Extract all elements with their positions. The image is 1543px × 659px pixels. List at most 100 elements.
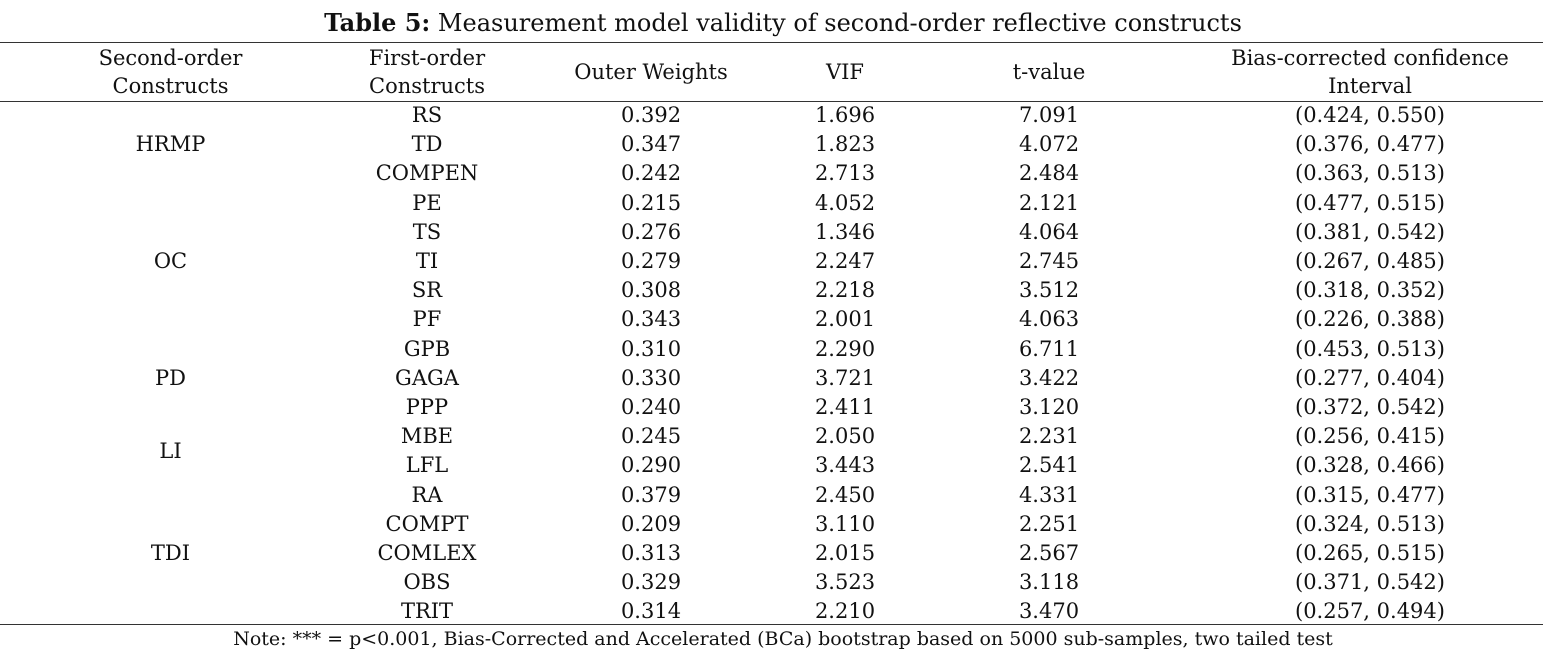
t-value-cell: 4.063 [1018,307,1080,332]
header-second-order: Second-order Constructs [0,43,341,101]
table-row: LFL 0.290 3.443 2.541 (0.328, 0.466) [0,451,1543,480]
ci-cell: (0.315, 0.477) [1295,482,1445,507]
ci-cell: (0.256, 0.415) [1295,424,1445,449]
vif-cell: 2.218 [814,278,876,303]
ci-cell: (0.226, 0.388) [1295,307,1445,332]
table-row: PD GPB 0.310 2.290 6.711 (0.453, 0.513) [0,335,1543,390]
ci-cell: (0.424, 0.550) [1295,103,1445,127]
table-row: GAGA 0.330 3.721 3.422 (0.277, 0.404) [0,364,1543,393]
first-order-cell: GPB [403,336,451,361]
vif-cell: 2.210 [814,599,876,624]
outer-weight-cell: 0.308 [620,278,682,303]
vif-cell: 2.450 [814,482,876,507]
table-row: COMLEX 0.313 2.015 2.567 (0.265, 0.515) [0,539,1543,568]
group-label: HRMP [135,132,206,157]
ci-cell: (0.324, 0.513) [1295,511,1445,536]
ci-cell: (0.267, 0.485) [1295,249,1445,274]
outer-weight-cell: 0.347 [620,132,682,157]
vif-cell: 2.411 [814,395,876,420]
outer-weight-cell: 0.279 [620,249,682,274]
outer-weight-cell: 0.310 [620,336,682,361]
header-first-order-line2: Constructs [369,74,485,98]
t-value-cell: 2.484 [1018,161,1080,186]
vif-cell: 4.052 [814,190,876,215]
outer-weight-cell: 0.379 [620,482,682,507]
vif-cell: 2.050 [814,424,876,449]
header-t-value: t-value [1012,60,1086,84]
outer-weight-cell: 0.314 [620,599,682,624]
first-order-cell: PE [412,190,442,215]
table-row: OC PE 0.215 4.052 2.121 (0.477, 0.515) [0,189,1543,273]
first-order-cell: OBS [403,570,451,595]
first-order-cell: COMPEN [375,161,479,186]
t-value-cell: 2.121 [1018,190,1080,215]
first-order-cell: PF [412,307,442,332]
t-value-cell: 3.118 [1018,570,1080,595]
ci-cell: (0.453, 0.513) [1295,336,1445,361]
header-outer-weights: Outer Weights [574,60,728,84]
group-label: LI [159,438,182,463]
first-order-cell: TI [415,249,439,274]
vif-cell: 3.110 [814,511,876,536]
outer-weight-cell: 0.343 [620,307,682,332]
first-order-cell: RS [411,103,443,127]
first-order-cell: COMPT [385,511,469,536]
first-order-cell: COMLEX [377,541,477,566]
table-bottom-rule [0,624,1543,625]
measurement-table: Second-order Constructs First-order Cons… [0,43,1543,627]
outer-weight-cell: 0.329 [620,570,682,595]
table-row: COMPT 0.209 3.110 2.251 (0.324, 0.513) [0,510,1543,539]
group-label: PD [155,365,186,390]
table-row: OBS 0.329 3.523 3.118 (0.371, 0.542) [0,568,1543,597]
ci-cell: (0.376, 0.477) [1295,132,1445,157]
ci-cell: (0.363, 0.513) [1295,161,1445,186]
t-value-cell: 2.541 [1018,453,1080,478]
outer-weight-cell: 0.290 [620,453,682,478]
table-row: TRIT 0.314 2.210 3.470 (0.257, 0.494) [0,597,1543,626]
table-row: HRMP RS 0.392 1.696 7.091 (0.424, 0.550) [0,101,1543,156]
table-row: LI MBE 0.245 2.050 2.231 (0.256, 0.415) [0,422,1543,463]
group-label: TDI [150,541,191,566]
t-value-cell: 3.422 [1018,365,1080,390]
table-title-text: Measurement model validity of second-ord… [430,9,1242,37]
table-row: TD 0.347 1.823 4.072 (0.376, 0.477) [0,130,1543,159]
table-row: SR 0.308 2.218 3.512 (0.318, 0.352) [0,276,1543,305]
table-row: PPP 0.240 2.411 3.120 (0.372, 0.542) [0,393,1543,422]
outer-weight-cell: 0.330 [620,365,682,390]
vif-cell: 2.290 [814,336,876,361]
header-row: Second-order Constructs First-order Cons… [0,43,1543,101]
outer-weight-cell: 0.242 [620,161,682,186]
header-confidence-interval: Bias-corrected confidence Interval [1197,43,1543,101]
first-order-cell: SR [411,278,443,303]
vif-cell: 2.001 [814,307,876,332]
t-value-cell: 2.231 [1018,424,1080,449]
first-order-cell: RA [411,482,443,507]
first-order-cell: PPP [405,395,449,420]
vif-cell: 3.721 [814,365,876,390]
vif-cell: 2.015 [814,541,876,566]
table-title-label: Table 5: [324,8,431,37]
first-order-cell: TRIT [400,599,454,624]
ci-cell: (0.277, 0.404) [1295,365,1445,390]
t-value-cell: 2.567 [1018,541,1080,566]
t-value-cell: 2.745 [1018,249,1080,274]
vif-cell: 2.247 [814,249,876,274]
table-row: TI 0.279 2.247 2.745 (0.267, 0.485) [0,247,1543,276]
header-first-order-line1: First-order [368,46,486,70]
vif-cell: 2.713 [814,161,876,186]
t-value-cell: 6.711 [1018,336,1080,361]
vif-cell: 3.443 [814,453,876,478]
table-row: COMPEN 0.242 2.713 2.484 (0.363, 0.513) [0,159,1543,188]
first-order-cell: MBE [400,424,454,449]
first-order-cell: TD [411,132,443,157]
t-value-cell: 4.331 [1018,482,1080,507]
ci-cell: (0.257, 0.494) [1295,599,1445,624]
first-order-cell: TS [412,219,442,244]
table-note: Note: *** = p<0.001, Bias-Corrected and … [233,628,1333,650]
ci-cell: (0.328, 0.466) [1295,453,1445,478]
group-label: OC [153,249,188,274]
t-value-cell: 4.064 [1018,219,1080,244]
vif-cell: 1.823 [814,132,876,157]
vif-cell: 3.523 [814,570,876,595]
ci-cell: (0.372, 0.542) [1295,395,1445,420]
